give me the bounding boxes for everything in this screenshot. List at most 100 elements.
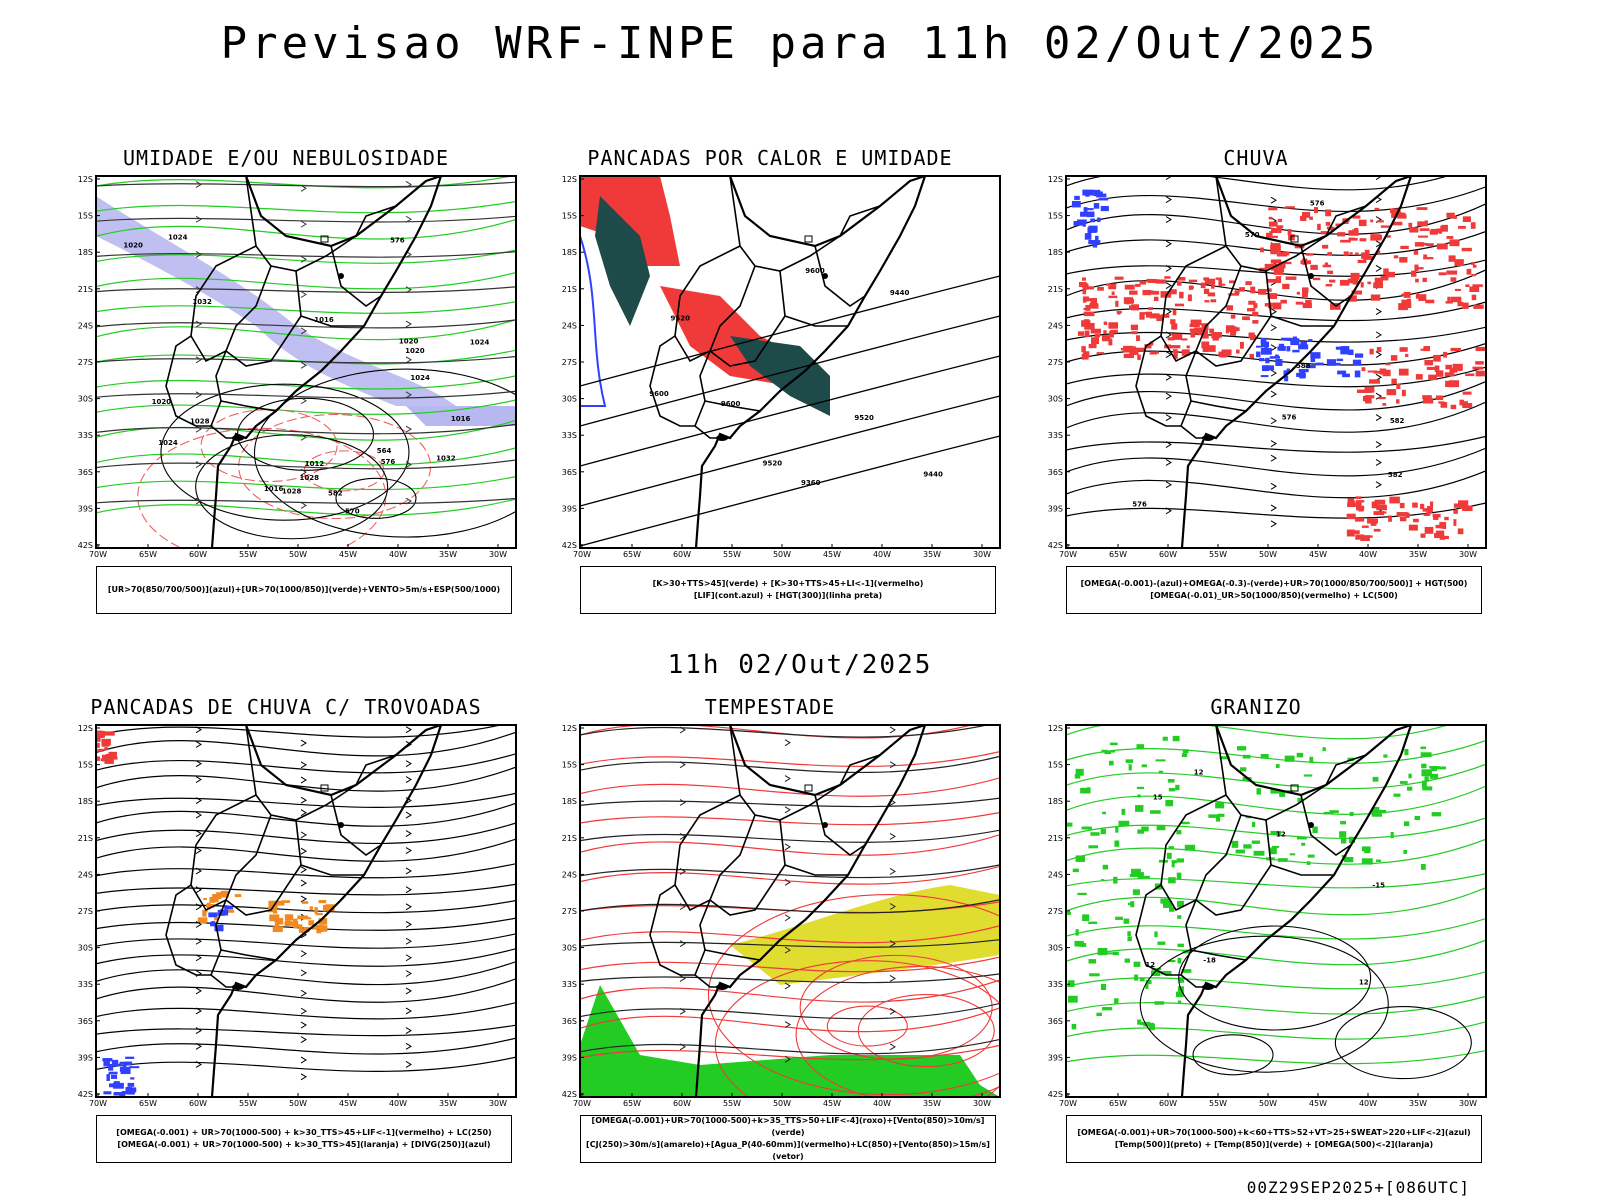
lat-label: 30S [78,395,93,404]
streamline [96,476,516,491]
shaded-cell [130,1077,135,1080]
state-border [355,205,397,237]
shaded-cell [1083,307,1090,310]
contour-label: 1024 [168,233,188,241]
shaded-cell [1285,276,1297,280]
shaded-cell [1245,281,1252,286]
arrow [405,937,412,945]
shaded-cell [1370,219,1374,223]
shaded-cell [1177,277,1186,281]
shaded-cell [1355,496,1362,499]
lat-label: 33S [562,980,577,989]
shaded-cell [1354,517,1365,522]
shaded-cell [1346,513,1356,520]
shaded-cell [1435,395,1444,401]
shaded-cell [1256,788,1261,795]
state-border [674,794,741,912]
shaded-cell [1111,291,1115,296]
isobar [707,894,1000,1096]
lon-label: 60W [1159,1099,1177,1108]
shaded-cell [1210,282,1215,289]
isobar [1192,1034,1274,1076]
shaded-cell [1367,370,1378,373]
shaded-cell [1335,346,1343,350]
shaded-cell [1390,355,1398,361]
lat-label: 27S [1048,358,1063,367]
shaded-cell [1371,806,1380,814]
arrow [300,847,307,855]
shaded-cell [1364,249,1370,257]
arrow [1270,520,1277,528]
shaded-cell [1150,810,1161,814]
lon-label: 45W [1309,550,1327,559]
hgt-contour [580,315,1000,427]
arrow [195,867,202,875]
streamline [580,956,1000,973]
lat-label: 27S [1048,907,1063,916]
streamline [580,755,1000,774]
shaded-cell [1429,230,1438,235]
shaded-cell [1307,854,1315,858]
contour-label: 1028 [282,487,302,495]
page-title: Previsao WRF-INPE para 11h 02/Out/2025 [220,18,1380,69]
shaded-cell [1162,736,1168,741]
lon-label: 50W [1259,550,1277,559]
state-border [649,335,695,427]
shaded-cell [1401,389,1406,397]
state-border [1325,205,1367,237]
shaded-cell [1211,333,1221,339]
lon-label: 35W [1409,1099,1427,1108]
shaded-cell [1270,830,1282,835]
lake [1290,235,1299,243]
shaded-cell [129,1066,140,1069]
shaded-cell [1409,227,1419,233]
shaded-cell [1242,754,1251,759]
shaded-cell [1445,364,1452,370]
lon-label: 70W [89,1099,107,1108]
lon-label: 65W [139,1099,157,1108]
shaded-cell [1129,290,1138,295]
shaded-cell [285,920,292,927]
arrow [195,726,202,734]
shaded-cell [1284,755,1295,762]
shaded-cell [1453,519,1457,526]
shaded-cell [1154,1001,1165,1005]
lon-label: 30W [973,1099,991,1108]
shaded-cell [1091,337,1100,345]
contour-label: 576 [390,236,405,244]
shaded-cell [293,921,299,925]
lon-label: 30W [489,1099,507,1108]
arrow [889,1043,896,1051]
shaded-cell [1141,826,1149,832]
shaded-cell [281,900,291,903]
lon-label: 30W [973,550,991,559]
state-border [165,335,211,427]
shaded-cell [1081,277,1087,281]
shaded-cell [1336,358,1344,362]
arrow [1375,441,1382,448]
shaded-cell [1139,280,1147,285]
streamline [96,399,516,415]
streamline [96,899,516,914]
shaded-cell [1125,759,1134,763]
shaded-cell [1087,232,1092,239]
shaded-cell [119,1061,130,1065]
lat-label: 42S [562,1090,577,1099]
streamline [1066,1049,1486,1065]
shaded-cell [1218,279,1223,287]
shaded-cell [1167,960,1176,963]
arrow [405,830,412,837]
shaded-cell [1090,218,1096,223]
shaded-cell [1310,355,1316,363]
arrow [1165,459,1172,466]
shaded-cell [1215,802,1225,809]
shaded-cell [1083,207,1088,213]
lat-label: 18S [562,248,577,257]
streamline [580,899,1000,914]
contour-label: 12 [1145,961,1155,969]
shaded-cell [1082,296,1089,302]
arrow [300,739,307,747]
streamline [96,250,516,258]
lon-label: 65W [139,550,157,559]
shaded-cell [1459,399,1464,406]
